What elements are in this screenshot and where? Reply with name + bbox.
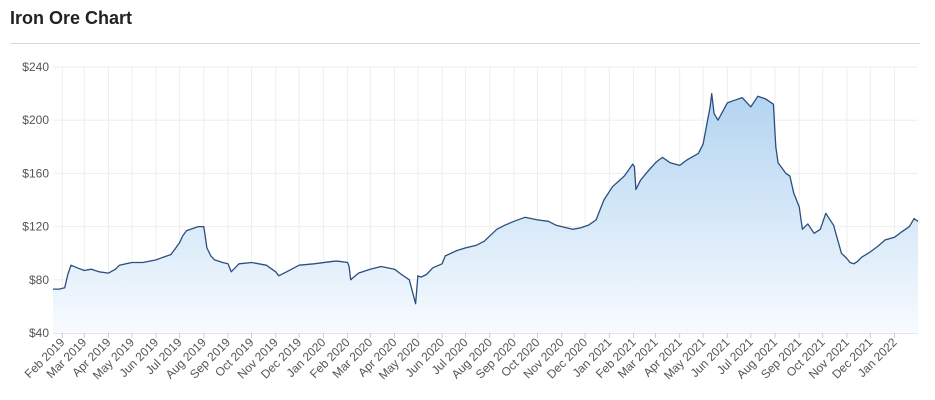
chart-title: Iron Ore Chart — [10, 8, 133, 28]
y-tick-label: $40 — [29, 326, 49, 340]
price-area-fill — [53, 93, 918, 333]
y-axis: $40 $80 $120 $160 $200 $240 — [22, 60, 49, 340]
y-tick-label: $200 — [22, 113, 49, 127]
y-tick-label: $240 — [22, 60, 49, 74]
y-tick-label: $120 — [22, 220, 49, 234]
y-tick-label: $80 — [29, 273, 49, 287]
y-tick-label: $160 — [22, 166, 49, 180]
price-line — [53, 92, 919, 305]
title-divider — [10, 43, 920, 44]
